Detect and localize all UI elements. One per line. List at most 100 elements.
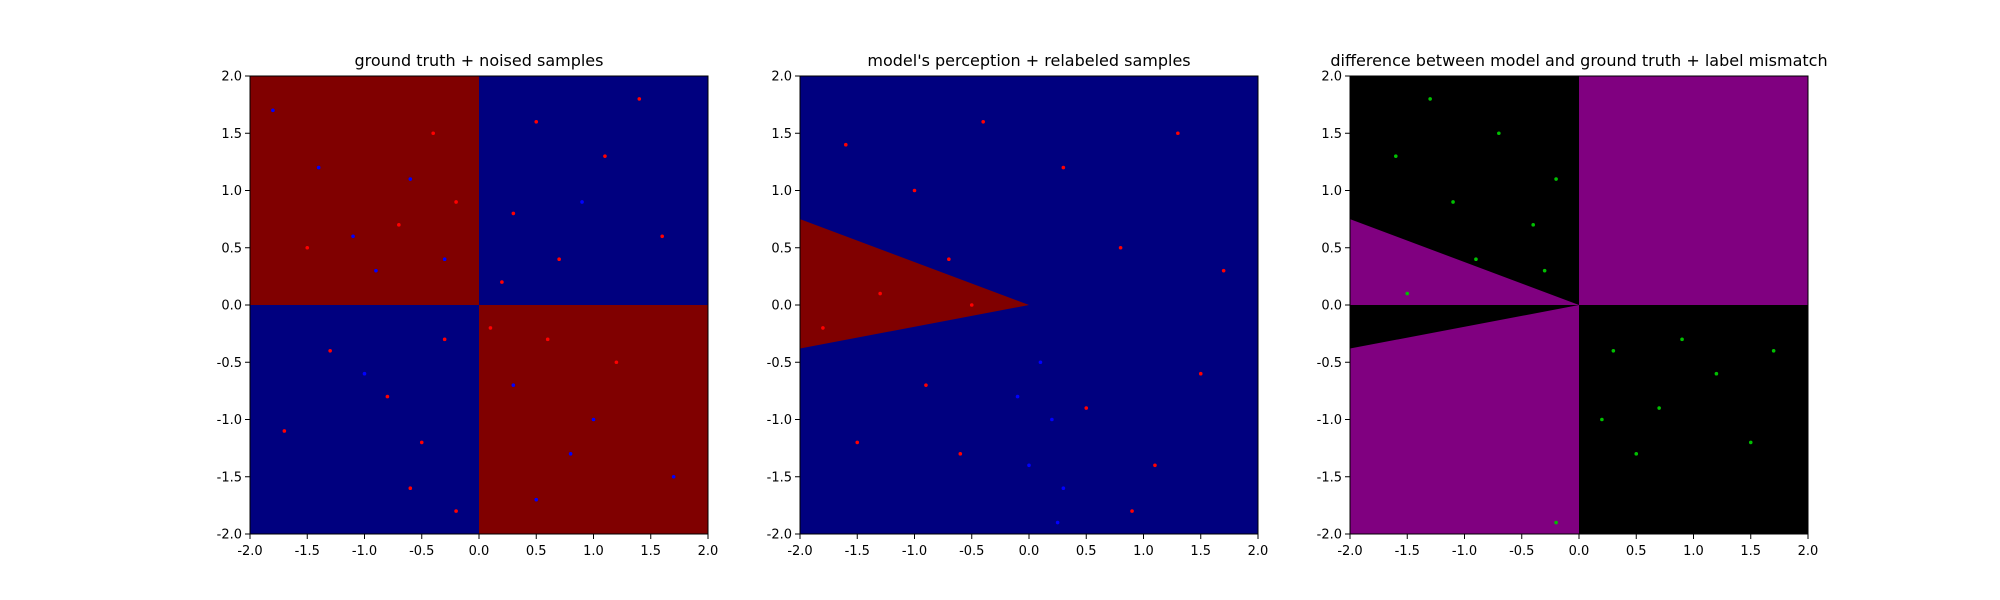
data-point (1221, 268, 1226, 273)
y-tick-label: -1.5 (767, 470, 792, 485)
y-tick-label: -0.5 (217, 356, 242, 371)
data-point (328, 349, 332, 353)
region-bottom-left (1350, 305, 1579, 534)
x-tick-label: 1.5 (640, 544, 661, 559)
data-point (1554, 520, 1558, 525)
data-point (488, 326, 493, 330)
data-point (500, 280, 504, 284)
data-point (1394, 154, 1398, 158)
data-point (580, 200, 584, 204)
y-tick-label: 0.0 (771, 299, 792, 314)
x-tick-label: -0.5 (959, 544, 984, 559)
plot-area (1350, 76, 1808, 534)
data-point (1153, 463, 1157, 468)
data-point (1038, 360, 1043, 365)
data-point (660, 234, 664, 239)
y-tick-label: -2.0 (217, 528, 242, 543)
y-tick-label: 2.0 (771, 70, 792, 85)
x-tick-label: 0.0 (1019, 544, 1040, 559)
x-tick-label: -1.0 (1452, 544, 1477, 559)
region-top-left (250, 76, 479, 305)
y-tick-label: 1.5 (1321, 127, 1342, 142)
data-point (1027, 463, 1031, 468)
data-point (958, 452, 963, 456)
data-point (454, 200, 458, 204)
data-point (1474, 257, 1478, 262)
data-point (844, 142, 848, 147)
data-point (1118, 245, 1123, 250)
data-point (614, 360, 619, 365)
y-tick-label: -0.5 (767, 356, 792, 371)
data-point (1554, 177, 1558, 181)
region-bottom-right (1579, 305, 1808, 534)
data-point (1680, 337, 1684, 342)
data-point (878, 291, 882, 296)
x-tick-label: 0.5 (526, 544, 547, 559)
x-tick-label: 0.0 (1569, 544, 1590, 559)
data-point (1634, 452, 1639, 456)
data-point (1748, 440, 1753, 445)
data-point (397, 223, 401, 227)
y-tick-label: -1.0 (1317, 413, 1342, 428)
data-point (362, 371, 367, 376)
data-point (1405, 291, 1410, 296)
data-point (374, 268, 378, 273)
x-tick-label: 2.0 (1798, 544, 1819, 559)
data-point (1176, 131, 1180, 136)
data-point (1061, 165, 1066, 170)
data-point (1771, 349, 1776, 353)
data-point (1050, 417, 1054, 422)
data-point (442, 337, 447, 342)
y-tick-label: 1.0 (1321, 184, 1342, 199)
x-tick-label: 1.0 (583, 544, 604, 559)
data-point (1451, 200, 1455, 204)
plot-area (800, 76, 1258, 534)
data-point (316, 165, 321, 170)
y-tick-label: -1.0 (217, 413, 242, 428)
data-point (1714, 371, 1719, 376)
y-tick-label: 1.0 (771, 184, 792, 199)
data-point (1198, 371, 1203, 376)
data-point (924, 383, 928, 387)
x-tick-label: 1.5 (1190, 544, 1211, 559)
data-point (821, 326, 825, 330)
y-tick-label: 0.0 (221, 299, 242, 314)
data-point (271, 108, 275, 113)
x-tick-label: -1.5 (295, 544, 320, 559)
region-wedge (800, 219, 1029, 349)
x-tick-label: -0.5 (1509, 544, 1534, 559)
region-wedge-lower (1350, 305, 1579, 349)
data-point (671, 474, 676, 479)
data-point (603, 154, 607, 158)
data-point (1015, 394, 1020, 399)
data-point (419, 440, 424, 445)
data-point (431, 131, 436, 136)
x-tick-label: 0.5 (1626, 544, 1647, 559)
data-point (591, 417, 596, 422)
data-point (855, 440, 860, 445)
data-point (385, 394, 390, 399)
region-bottom-left (250, 305, 479, 534)
data-point (1497, 131, 1501, 136)
data-point (1611, 349, 1616, 353)
y-tick-label: 1.5 (771, 127, 792, 142)
x-tick-label: -2.0 (237, 544, 262, 559)
region-top-right (1579, 76, 1808, 305)
data-point (981, 120, 985, 124)
x-tick-label: 2.0 (698, 544, 719, 559)
data-point (282, 429, 287, 433)
x-tick-label: -1.5 (1395, 544, 1420, 559)
x-tick-label: 1.5 (1740, 544, 1761, 559)
subplot-difference: difference between model and ground trut… (1317, 51, 1828, 559)
region-top-right (479, 76, 708, 305)
data-point (534, 497, 539, 502)
data-point (534, 120, 539, 124)
y-tick-label: 1.0 (221, 184, 242, 199)
data-point (912, 188, 917, 193)
data-point (1531, 223, 1535, 227)
data-point (408, 486, 413, 491)
y-tick-label: -1.5 (217, 470, 242, 485)
data-point (511, 211, 516, 216)
y-tick-label: 0.0 (1321, 299, 1342, 314)
